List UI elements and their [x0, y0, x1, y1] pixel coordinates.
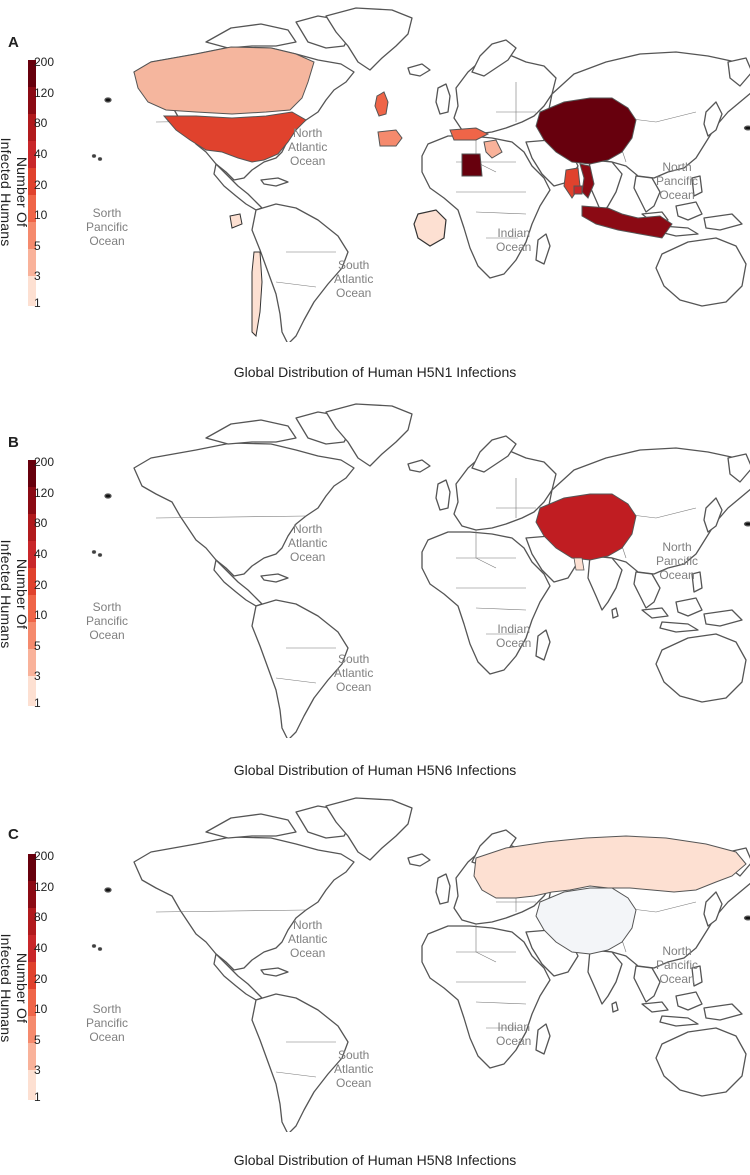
legend-color-ramp	[28, 60, 36, 306]
country-chile	[251, 251, 263, 338]
legend-swatch-120	[28, 87, 36, 114]
legend-tick: 5	[34, 1033, 41, 1047]
ocean-label-indian: Indian Ocean	[496, 622, 532, 650]
world-map	[91, 7, 750, 342]
legend-swatch-1	[28, 276, 36, 306]
legend-tick: 20	[34, 178, 48, 192]
legend-tick: 80	[34, 910, 48, 924]
legend-tick: 120	[34, 486, 55, 500]
panel-letter: A	[8, 34, 19, 51]
legend-swatch-80	[28, 114, 36, 141]
legend-swatch-20	[28, 168, 36, 195]
ocean-label-north-pacific: North Pancific Ocean	[656, 944, 699, 986]
legend-tick: 80	[34, 516, 48, 530]
country-dr-congo	[413, 209, 447, 247]
panel-b: B Number Of Infected Humans 200 120 80 4…	[0, 392, 750, 784]
country-turkey	[449, 127, 490, 141]
world-map	[91, 403, 750, 738]
legend-tick: 40	[34, 941, 48, 955]
country-egypt	[461, 153, 483, 177]
country-iraq	[483, 139, 503, 159]
country-china	[535, 97, 637, 165]
legend-tick: 200	[34, 849, 55, 863]
legend-tick: 10	[34, 208, 48, 222]
legend-color-ramp	[28, 854, 36, 1100]
legend-tick: 10	[34, 608, 48, 622]
legend-tick: 1	[34, 696, 41, 710]
panel-a: A Number Of Infected Humans 200 120 80 4…	[0, 0, 750, 390]
legend-swatch-200	[28, 60, 36, 87]
country-china	[535, 493, 637, 561]
legend-tick: 200	[34, 55, 55, 69]
country-ecuador	[229, 213, 243, 229]
ocean-label-north-pacific: North Pancific Ocean	[656, 160, 699, 202]
country-canada	[133, 46, 315, 115]
country-cambodia	[573, 185, 583, 195]
legend-tick: 120	[34, 880, 55, 894]
country-vietnam	[579, 163, 595, 199]
legend-tick: 40	[34, 547, 48, 561]
legend-tick: 5	[34, 239, 41, 253]
ocean-label-north-atlantic: North Atlantic Ocean	[288, 126, 328, 168]
map-caption: Global Distribution of Human H5N1 Infect…	[233, 364, 517, 380]
legend-tick: 20	[34, 578, 48, 592]
country-laos	[573, 557, 585, 571]
panel-letter: C	[8, 826, 19, 843]
legend-swatch-3	[28, 249, 36, 276]
legend-tick: 3	[34, 269, 41, 283]
legend-title: Number Of Infected Humans	[0, 933, 30, 1043]
legend-tick: 1	[34, 296, 41, 310]
ocean-label-north-pacific: North Pancific Ocean	[656, 540, 699, 582]
country-spain	[377, 129, 403, 147]
legend-title: Number Of Infected Humans	[0, 137, 30, 247]
ocean-label-north-atlantic: North Atlantic Ocean	[288, 522, 328, 564]
panel-letter: B	[8, 434, 19, 451]
map-caption: Global Distribution of Human H5N6 Infect…	[233, 762, 517, 778]
legend-tick: 40	[34, 147, 48, 161]
legend-swatch-10	[28, 195, 36, 222]
country-united-states	[162, 111, 307, 163]
legend-tick: 80	[34, 116, 48, 130]
legend-tick: 1	[34, 1090, 41, 1104]
ocean-label-south-atlantic: South Atlantic Ocean	[334, 652, 374, 694]
legend-tick: 10	[34, 1002, 48, 1016]
ocean-label-south-pacific: Sorth Pancific Ocean	[86, 206, 129, 248]
legend-tick: 120	[34, 86, 55, 100]
world-map	[91, 797, 750, 1132]
country-russia	[473, 835, 747, 899]
legend-tick: 200	[34, 455, 55, 469]
legend-tick: 3	[34, 1063, 41, 1077]
legend-swatch-5	[28, 222, 36, 249]
legend-title: Number Of Infected Humans	[0, 539, 30, 649]
ocean-label-south-atlantic: South Atlantic Ocean	[334, 258, 374, 300]
ocean-label-indian: Indian Ocean	[496, 1020, 532, 1048]
ocean-label-south-atlantic: South Atlantic Ocean	[334, 1048, 374, 1090]
ocean-label-indian: Indian Ocean	[496, 226, 532, 254]
legend-swatch-40	[28, 141, 36, 168]
panel-c: C Number Of Infected Humans 200 120 80 4…	[0, 786, 750, 1175]
country-indonesia	[581, 205, 673, 239]
country-united-kingdom	[374, 91, 389, 117]
legend-tick: 20	[34, 972, 48, 986]
legend-tick: 5	[34, 639, 41, 653]
map-caption: Global Distribution of Human H5N8 Infect…	[233, 1152, 517, 1168]
ocean-label-south-pacific: Sorth Pancific Ocean	[86, 1002, 129, 1044]
legend-tick: 3	[34, 669, 41, 683]
ocean-label-north-atlantic: North Atlantic Ocean	[288, 918, 328, 960]
legend-color-ramp	[28, 460, 36, 706]
country-china	[535, 887, 637, 955]
ocean-label-south-pacific: Sorth Pancific Ocean	[86, 600, 129, 642]
